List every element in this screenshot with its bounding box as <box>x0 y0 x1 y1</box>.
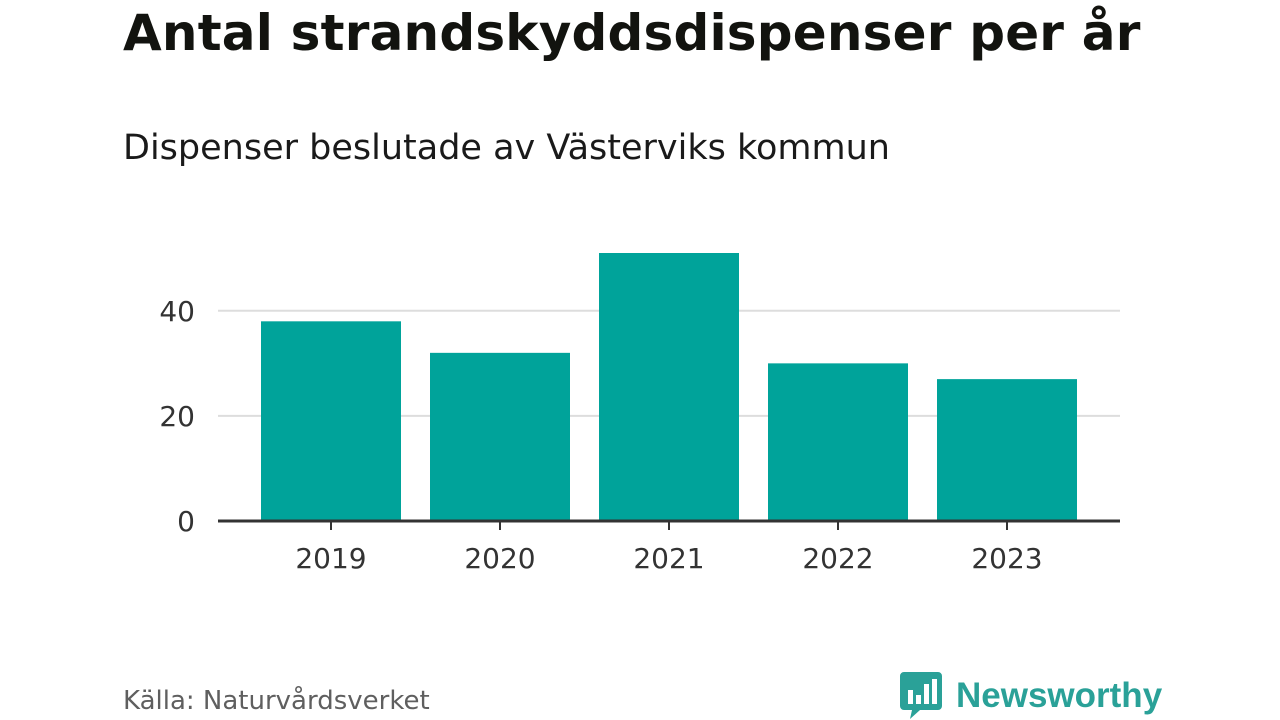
bar-2023 <box>937 379 1077 521</box>
x-tick-label: 2022 <box>802 542 873 575</box>
y-tick-label: 20 <box>159 400 195 433</box>
y-axis-labels: 0 20 40 <box>159 295 195 538</box>
x-axis-ticks: 2019 2020 2021 2022 2023 <box>295 521 1043 575</box>
bars <box>261 253 1077 521</box>
chart-title: Antal strandskyddsdispenser per år <box>123 4 1141 62</box>
bar-2019 <box>261 321 401 521</box>
chart-subtitle: Dispenser beslutade av Västerviks kommun <box>123 128 890 168</box>
y-tick-label: 40 <box>159 295 195 328</box>
source-note: Källa: Naturvårdsverket <box>123 686 430 716</box>
x-tick-label: 2019 <box>295 542 366 575</box>
bar-2020 <box>430 352 570 521</box>
brand-name: Newsworthy <box>956 675 1163 715</box>
y-tick-label: 0 <box>177 505 195 538</box>
bar-2022 <box>768 363 908 521</box>
x-tick-label: 2023 <box>971 542 1042 575</box>
newsworthy-logo: Newsworthy <box>900 670 1162 720</box>
bar-chart-speech-bubble-icon <box>900 672 942 719</box>
bar-2021 <box>599 253 739 521</box>
x-tick-label: 2020 <box>464 542 535 575</box>
x-tick-label: 2021 <box>633 542 704 575</box>
